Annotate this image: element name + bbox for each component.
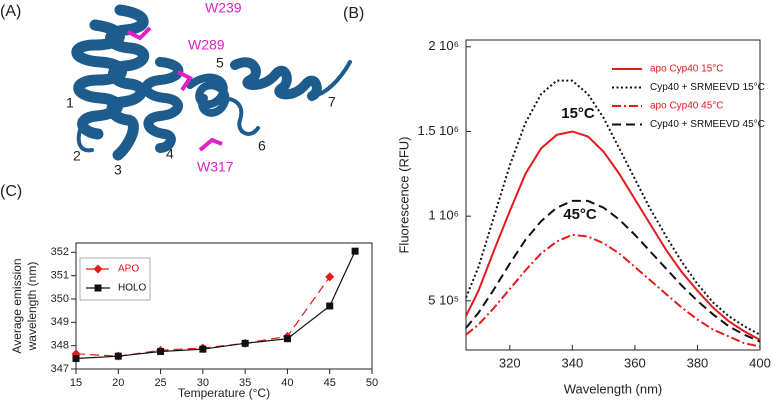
y-tick-label: 347 xyxy=(51,363,69,375)
protein-structure xyxy=(71,4,352,161)
y-axis-label: wavelength (nm) xyxy=(25,262,39,352)
data-point xyxy=(114,352,122,360)
y-tick-label: 348 xyxy=(51,340,69,352)
y-tick-label: 352 xyxy=(51,246,69,258)
helix-label: 7 xyxy=(328,94,336,110)
helix-label: 6 xyxy=(258,138,266,154)
panel-label: (A) xyxy=(0,3,21,20)
legend-label: apo Cyp40 45°C xyxy=(650,101,724,112)
residue-label: W289 xyxy=(188,37,225,53)
x-tick-label: 50 xyxy=(366,377,378,389)
data-point xyxy=(283,335,291,343)
helix-label: 3 xyxy=(114,162,122,178)
x-tick-label: 400 xyxy=(749,355,771,370)
helix-label: 1 xyxy=(66,95,74,111)
legend-label: APO xyxy=(118,264,139,275)
legend-label: Cyp40 + SRMEEVD 45°C xyxy=(650,119,765,130)
panel-label: (C) xyxy=(0,183,22,200)
legend-marker xyxy=(94,284,102,292)
x-tick-label: 15 xyxy=(70,377,82,389)
y-tick-label: 349 xyxy=(51,316,69,328)
helix-label: 5 xyxy=(216,55,224,71)
legend-label: Cyp40 + SRMEEVD 15°C xyxy=(650,82,765,93)
x-tick-label: 360 xyxy=(624,355,646,370)
x-axis-label: Wavelength (nm) xyxy=(564,381,663,396)
data-point xyxy=(326,302,334,310)
x-tick-label: 45 xyxy=(324,377,336,389)
y-tick-label: 1.5 10⁶ xyxy=(418,123,460,138)
x-tick-label: 340 xyxy=(561,355,583,370)
tryptophan-sidechains xyxy=(127,26,223,152)
x-tick-label: 320 xyxy=(499,355,521,370)
legend-label: apo Cyp40 15°C xyxy=(650,64,724,75)
plot-frame xyxy=(75,242,373,370)
panel-label: (B) xyxy=(343,5,364,22)
x-tick-label: 20 xyxy=(112,377,124,389)
x-tick-label: 35 xyxy=(239,377,251,389)
y-axis-label: Fluorescence (RFU) xyxy=(396,136,411,253)
data-point xyxy=(157,348,165,355)
x-tick-label: 30 xyxy=(197,377,209,389)
annotation: 15°C xyxy=(561,105,595,122)
y-tick-label: 2 10⁶ xyxy=(428,38,459,53)
helix-label: 2 xyxy=(73,148,81,164)
y-tick-label: 351 xyxy=(51,270,69,282)
y-tick-label: 1 10⁶ xyxy=(428,208,459,223)
y-tick-label: 350 xyxy=(51,293,69,305)
helix-label: 4 xyxy=(166,146,174,162)
residue-label: W317 xyxy=(197,159,234,175)
data-point xyxy=(241,339,249,347)
x-tick-label: 40 xyxy=(281,377,293,389)
data-line xyxy=(465,79,761,336)
x-axis-label: Temperature (°C) xyxy=(178,386,270,400)
x-tick-label: 380 xyxy=(687,355,709,370)
legend-label: HOLO xyxy=(118,283,147,294)
legend-marker xyxy=(93,264,103,274)
data-line xyxy=(465,130,761,341)
data-point xyxy=(199,345,207,353)
annotation: 45°C xyxy=(563,206,597,223)
data-point xyxy=(325,272,335,282)
x-tick-label: 25 xyxy=(154,377,166,389)
data-point xyxy=(351,247,359,255)
data-line xyxy=(75,250,356,360)
y-axis-label: Average emission xyxy=(10,258,24,353)
data-point xyxy=(72,355,80,362)
residue-label: W239 xyxy=(205,0,242,16)
data-line xyxy=(465,233,761,348)
legend-frame xyxy=(79,257,151,301)
plot-frame xyxy=(465,39,761,351)
y-tick-label: 5 10⁵ xyxy=(428,292,459,307)
data-line xyxy=(465,199,761,343)
